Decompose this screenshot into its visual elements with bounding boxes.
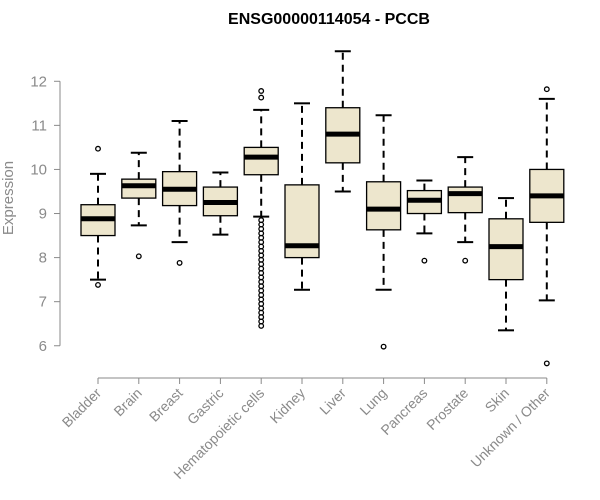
box-liver bbox=[325, 50, 361, 193]
y-tick-label: 6 bbox=[39, 338, 47, 355]
outlier-point bbox=[135, 253, 142, 260]
box-gastric bbox=[202, 171, 239, 236]
y-axis-label: Expression bbox=[0, 161, 17, 235]
outlier-point bbox=[95, 145, 101, 152]
x-tick-label: Kidney bbox=[267, 385, 309, 427]
box-breast bbox=[161, 119, 198, 266]
box-prostate bbox=[447, 156, 483, 264]
iqr-box bbox=[488, 218, 524, 281]
y-tick-label: 9 bbox=[39, 206, 47, 223]
chart-title: ENSG00000114054 - PCCB bbox=[228, 11, 430, 28]
iqr-box bbox=[365, 181, 402, 231]
outlier-point bbox=[176, 259, 183, 266]
box-hematopoietic-cells bbox=[243, 88, 279, 329]
outlier-point bbox=[258, 88, 265, 94]
x-tick-label: Skin bbox=[482, 385, 513, 416]
y-axis: 6 7 8 9 10 11 12 bbox=[30, 73, 61, 355]
box-skin bbox=[488, 197, 524, 332]
iqr-box bbox=[447, 186, 483, 214]
x-tick-label: Breast bbox=[146, 385, 186, 425]
outlier-point bbox=[543, 360, 550, 367]
box-brain bbox=[121, 151, 157, 260]
boxes bbox=[80, 50, 565, 367]
x-tick-label: Liver bbox=[316, 385, 349, 418]
box-kidney bbox=[284, 102, 320, 291]
x-tick-label: Prostate bbox=[423, 385, 471, 433]
outlier-point bbox=[258, 94, 265, 101]
x-tick-label: Lung bbox=[356, 385, 389, 418]
outlier-point bbox=[380, 343, 387, 350]
outlier-point bbox=[95, 281, 101, 288]
y-tick-label: 10 bbox=[30, 161, 47, 178]
box-bladder bbox=[80, 145, 116, 288]
x-tick-label: Brain bbox=[110, 385, 144, 419]
y-tick-label: 12 bbox=[30, 73, 47, 90]
outlier-point bbox=[462, 257, 469, 264]
outlier-point bbox=[421, 257, 428, 264]
y-tick-label: 8 bbox=[39, 250, 47, 267]
iqr-box bbox=[243, 146, 279, 176]
x-tick-label: Bladder bbox=[59, 385, 105, 431]
box-pancreas bbox=[406, 179, 443, 264]
iqr-box bbox=[121, 178, 157, 199]
outlier-point bbox=[258, 322, 265, 329]
outlier-point bbox=[543, 86, 550, 93]
y-tick-label: 7 bbox=[39, 294, 47, 311]
y-tick-label: 11 bbox=[31, 117, 47, 134]
box-unknown-other bbox=[529, 86, 565, 367]
box-lung bbox=[365, 114, 402, 350]
